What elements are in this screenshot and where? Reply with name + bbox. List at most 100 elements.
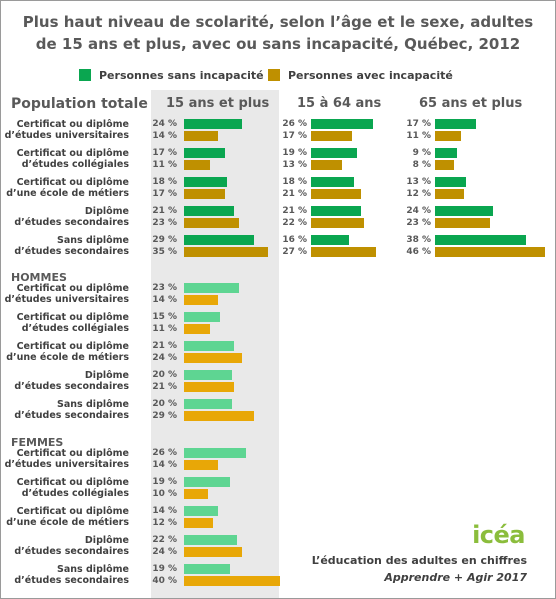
bar-avec <box>184 489 208 499</box>
data-label-avec: 21 % <box>152 382 177 392</box>
row-label-line: d’études collégiales <box>21 323 129 334</box>
data-label-avec: 8 % <box>412 160 431 170</box>
row-label-line: d’études collégiales <box>21 159 129 170</box>
data-label-avec: 13 % <box>282 160 307 170</box>
row-label-line: d’études secondaires <box>14 217 129 228</box>
data-label-sans: 23 % <box>152 283 177 293</box>
bar-sans <box>435 177 467 187</box>
bar-avec <box>435 247 546 257</box>
row-label-line: Certificat ou diplôme <box>16 477 129 488</box>
row-label-line: Certificat ou diplôme <box>16 312 129 323</box>
section-title-1: HOMMES <box>11 271 67 284</box>
bar-avec <box>184 547 242 557</box>
data-label-sans: 19 % <box>282 148 307 158</box>
data-label-sans: 19 % <box>152 564 177 574</box>
row-label-line: d’une école de métiers <box>6 352 129 363</box>
data-label-sans: 26 % <box>282 119 307 129</box>
data-label-avec: 14 % <box>152 295 177 305</box>
data-label-avec: 21 % <box>282 189 307 199</box>
data-label-sans: 17 % <box>406 119 431 129</box>
bar-sans <box>184 370 232 380</box>
row-label-line: Sans diplôme <box>57 399 129 410</box>
bar-sans <box>184 535 237 545</box>
bar-avec <box>184 353 242 363</box>
row-label-line: Sans diplôme <box>57 564 129 575</box>
row-label-line: d’études secondaires <box>14 410 129 421</box>
data-label-avec: 12 % <box>152 518 177 528</box>
data-label-avec: 11 % <box>152 324 177 334</box>
legend-swatch-sans <box>79 69 91 81</box>
legend-swatch-avec <box>268 69 280 81</box>
bar-sans <box>184 399 232 409</box>
row-label-line: d’études universitaires <box>4 130 129 141</box>
data-label-avec: 23 % <box>152 218 177 228</box>
bar-avec <box>311 247 376 257</box>
row-label-line: Certificat ou diplôme <box>16 341 129 352</box>
row-label-line: d’études secondaires <box>14 575 129 586</box>
chart-title-line-2: de 15 ans et plus, avec ou sans incapaci… <box>35 35 521 53</box>
icea-logo: icéa <box>472 521 525 549</box>
bar-sans <box>311 235 350 245</box>
bar-sans <box>184 177 228 187</box>
data-label-avec: 24 % <box>152 547 177 557</box>
column-header-15-plus: 15 ans et plus <box>166 96 270 111</box>
bar-avec <box>184 460 218 470</box>
bar-avec <box>184 411 254 421</box>
row-label-line: Certificat ou diplôme <box>16 177 129 188</box>
data-label-sans: 19 % <box>152 477 177 487</box>
data-label-avec: 23 % <box>406 218 431 228</box>
bar-sans <box>311 206 362 216</box>
row-label-line: d’études universitaires <box>4 294 129 305</box>
bar-avec <box>435 218 491 228</box>
data-label-sans: 24 % <box>152 119 177 129</box>
row-label-line: Certificat ou diplôme <box>16 506 129 517</box>
data-label-avec: 14 % <box>152 131 177 141</box>
data-label-sans: 22 % <box>152 535 177 545</box>
row-label-line: Certificat ou diplôme <box>16 448 129 459</box>
row-label-line: d’études secondaires <box>14 381 129 392</box>
data-label-sans: 20 % <box>152 370 177 380</box>
data-label-sans: 21 % <box>152 341 177 351</box>
bar-avec <box>184 324 211 334</box>
row-label-line: Diplôme <box>84 206 129 217</box>
data-label-avec: 17 % <box>152 189 177 199</box>
data-label-avec: 29 % <box>152 411 177 421</box>
bar-avec <box>184 382 235 392</box>
data-label-sans: 18 % <box>152 177 177 187</box>
data-label-avec: 11 % <box>152 160 177 170</box>
section-title-2: FEMMES <box>11 436 64 449</box>
bar-avec <box>184 518 213 528</box>
footer-publication: L’éducation des adultes en chiffres <box>311 554 527 567</box>
footer-edition: Apprendre + Agir 2017 <box>384 571 527 584</box>
bar-sans <box>184 148 225 158</box>
data-label-sans: 18 % <box>282 177 307 187</box>
data-label-sans: 14 % <box>152 506 177 516</box>
bar-sans <box>184 312 220 322</box>
row-label-line: d’une école de métiers <box>6 517 129 528</box>
data-label-avec: 40 % <box>152 576 177 586</box>
bar-avec <box>311 131 352 141</box>
bar-sans <box>184 477 230 487</box>
legend-item-sans: Personnes sans incapacité <box>79 69 264 83</box>
bar-sans <box>184 564 230 574</box>
data-label-avec: 12 % <box>406 189 431 199</box>
data-label-sans: 20 % <box>152 399 177 409</box>
column-header-15-64: 15 à 64 ans <box>297 96 382 111</box>
bar-sans <box>435 235 527 245</box>
data-label-sans: 38 % <box>406 235 431 245</box>
data-label-avec: 24 % <box>152 353 177 363</box>
bar-sans <box>184 283 240 293</box>
column-header-65-plus: 65 ans et plus <box>419 96 523 111</box>
data-label-avec: 27 % <box>282 247 307 257</box>
bar-avec <box>311 218 364 228</box>
bar-avec <box>311 189 362 199</box>
bar-avec <box>435 160 455 170</box>
bar-avec <box>184 160 211 170</box>
bar-sans <box>311 119 374 129</box>
bar-sans <box>311 177 355 187</box>
row-label-line: Sans diplôme <box>57 235 129 246</box>
data-label-sans: 26 % <box>152 448 177 458</box>
data-label-sans: 21 % <box>282 206 307 216</box>
row-label-line: d’études universitaires <box>4 459 129 470</box>
